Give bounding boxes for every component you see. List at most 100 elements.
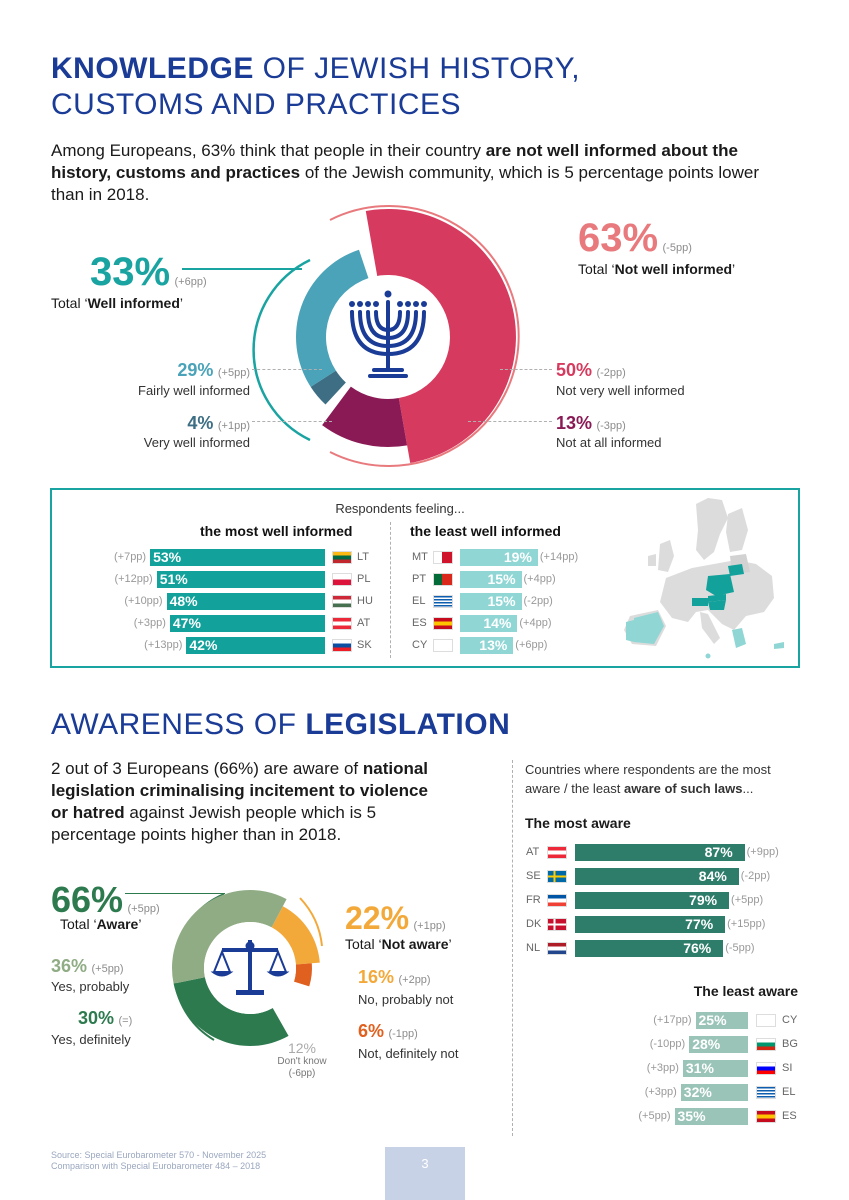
well-informed-pct: 33% — [90, 250, 171, 294]
slice-very-well-informed — [310, 370, 346, 405]
bar-change-label: (+3pp) — [133, 617, 166, 629]
notall-connector — [468, 421, 552, 422]
bar-value-label: 87% — [704, 844, 733, 860]
bar-change-label: (+5pp) — [731, 894, 764, 906]
flag-se-icon — [547, 870, 567, 883]
well-informed-label: Total ‘Well informed’ — [51, 295, 184, 311]
flag-nl-icon — [547, 942, 567, 955]
bar-change-label: (+14pp) — [539, 551, 579, 563]
bar-least-informed-mt — [460, 549, 538, 566]
yes-probably-label: Yes, probably — [51, 979, 130, 994]
menorah-icon — [350, 300, 426, 378]
country-code: SE — [526, 870, 541, 882]
bar-change-label: (+15pp) — [727, 918, 766, 930]
fairly-change: (+5pp) — [217, 367, 250, 379]
yes-definitely-label: Yes, definitely — [51, 1032, 131, 1047]
most-informed-title: the most well informed — [200, 523, 353, 539]
footer-source: Source: Special Eurobarometer 570 - Nove… — [51, 1150, 267, 1171]
fairly-pct: 29% — [177, 360, 214, 380]
not-definitely-not-label: Not, definitely not — [358, 1046, 459, 1061]
map-highlight-es — [634, 612, 664, 644]
aware-countries-intro: Countries where respondents are the most… — [525, 762, 771, 796]
box-divider — [390, 522, 391, 658]
notaware-pct: 22% — [345, 900, 410, 936]
map-highlight-hu — [708, 600, 726, 610]
slice-yes-definitely — [173, 977, 289, 1046]
bar-value-label: 47% — [172, 615, 201, 631]
bar-change-label: (+5pp) — [638, 1110, 671, 1122]
slice-not-very-well-informed — [365, 209, 516, 464]
map-uk — [658, 540, 674, 572]
bar-most-informed-pl — [156, 571, 325, 588]
flag-el-icon — [756, 1086, 776, 1099]
bar-least-informed-cy — [460, 637, 514, 654]
flag-es-icon — [433, 617, 453, 630]
bar-change-label: (+3pp) — [646, 1062, 679, 1074]
intro-paragraph: Among Europeans, 63% think that people i… — [51, 140, 761, 206]
bar-change-label: (+10pp) — [124, 595, 163, 607]
donut1-slices — [296, 209, 516, 464]
dk-label: Don't know — [277, 1056, 327, 1067]
bar-value-label: 51% — [159, 571, 188, 587]
country-code: AT — [357, 617, 371, 629]
aware-pct: 66% — [51, 879, 124, 920]
country-code: PL — [357, 573, 371, 585]
flag-hu-icon — [332, 595, 352, 608]
title2-rest: AWARENESS OF — [51, 708, 306, 741]
least-aware-title: The least aware — [693, 983, 798, 999]
bar-change-label: (+4pp) — [523, 573, 556, 585]
bar-least-aware-el — [680, 1084, 748, 1101]
country-code: NL — [526, 942, 541, 954]
bar-most-aware-nl — [575, 940, 724, 957]
donut2-slices — [172, 890, 320, 1046]
country-code: FR — [526, 894, 541, 906]
well-informed-connector — [182, 268, 302, 270]
flag-fr-icon — [547, 894, 567, 907]
awareness-donut-chart — [172, 890, 323, 1046]
country-code: PT — [412, 573, 427, 585]
bar-least-informed-el — [460, 593, 522, 610]
flag-bg-icon — [756, 1038, 776, 1051]
bar-most-aware-at — [575, 844, 745, 861]
not-very-well-informed: 50% (-2pp) — [556, 360, 626, 381]
country-code: LT — [357, 551, 370, 563]
very-pct: 4% — [187, 413, 214, 433]
title-bold: KNOWLEDGE — [51, 52, 254, 85]
bar-value-label: 31% — [685, 1060, 714, 1076]
bar-most-informed-sk — [186, 637, 325, 654]
flag-si-icon — [756, 1062, 776, 1075]
country-code: ES — [412, 617, 427, 629]
title2-bold: LEGISLATION — [305, 708, 511, 741]
flag-es-icon — [756, 1110, 776, 1123]
flag-at-icon — [332, 617, 352, 630]
bar-value-label: 77% — [685, 916, 714, 932]
country-code: CY — [782, 1014, 798, 1026]
intro-text-a: Among Europeans, 63% think that people i… — [51, 141, 486, 160]
slice-not-definitely-not — [293, 963, 312, 987]
bar-value-label: 84% — [698, 868, 727, 884]
very-well-informed: 4% (+1pp) — [150, 413, 250, 434]
map-highlight-lt — [728, 564, 744, 576]
no-probably-not: 16% (+2pp) — [358, 967, 431, 987]
map-highlight-pl — [706, 574, 734, 596]
country-code: MT — [412, 551, 428, 563]
page-number: 3 — [421, 1156, 429, 1171]
bar-change-label: (-5pp) — [725, 942, 755, 954]
box-header: Respondents feeling... — [335, 501, 465, 516]
flag-lt-icon — [332, 551, 352, 564]
yes-definitely: 30% (=) — [78, 1008, 133, 1028]
europe-map — [624, 498, 784, 659]
bar-most-informed-at — [169, 615, 325, 632]
bar-change-label: (+13pp) — [144, 639, 183, 651]
bar-value-label: 15% — [487, 571, 516, 587]
country-code: CY — [412, 639, 428, 651]
bar-most-informed-hu — [166, 593, 325, 610]
bar-least-aware-bg — [689, 1036, 748, 1053]
country-code: EL — [782, 1086, 796, 1098]
flag-cy-icon — [433, 639, 453, 652]
map-highlight-mt — [705, 653, 711, 659]
slice-not-at-all-informed — [322, 386, 408, 447]
country-code: BG — [782, 1038, 798, 1050]
map-finland — [726, 508, 748, 552]
bar-value-label: 32% — [683, 1084, 712, 1100]
